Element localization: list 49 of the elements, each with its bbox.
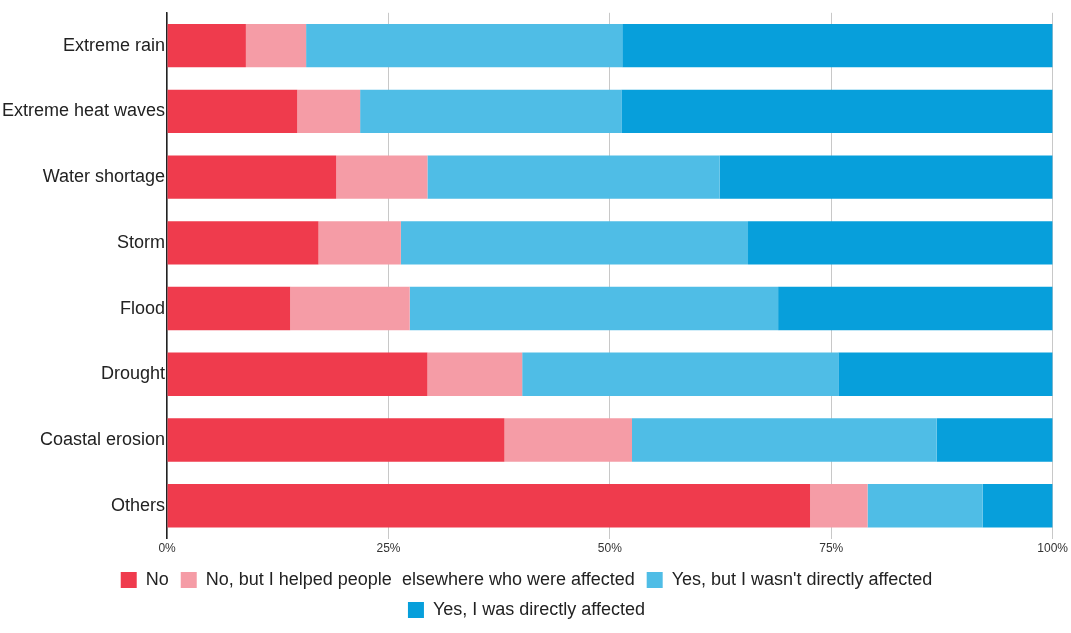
bar (318, 221, 401, 265)
y-tick-label: Coastal erosion (39, 428, 166, 449)
bar (427, 155, 720, 199)
x-tick-label: 100% (1037, 541, 1069, 556)
bar (167, 155, 337, 199)
legend-label: Yes, I was directly affected (432, 598, 646, 619)
legend-label: No (145, 568, 169, 589)
bar (632, 418, 937, 462)
y-tick-label: Drought (101, 363, 166, 384)
bar (297, 89, 361, 134)
x-tick-label: 0% (158, 541, 177, 556)
x-tick-label: 50% (597, 541, 623, 556)
bar (810, 484, 868, 528)
bar (167, 418, 505, 462)
bar (245, 23, 307, 68)
bar (167, 484, 811, 528)
bar (306, 23, 623, 68)
legend-label: No, but I helped people elsewhere who were affected (205, 568, 635, 589)
bar (504, 418, 632, 462)
bar (622, 23, 1053, 68)
bar (982, 484, 1053, 528)
bar (400, 221, 749, 265)
x-tick-label: 25% (376, 541, 401, 556)
x-tick-label: 75% (819, 541, 844, 556)
bar (778, 286, 1053, 331)
y-tick-label: Storm (117, 231, 166, 252)
bar (838, 352, 1053, 396)
bar (522, 352, 839, 396)
bar (360, 89, 622, 134)
bar (290, 286, 410, 331)
y-tick-label: Extreme rain (63, 34, 166, 55)
bar (167, 286, 291, 331)
y-tick-label: Water shortage (42, 166, 166, 187)
bar (621, 89, 1053, 134)
y-tick-label: Flood (120, 297, 166, 318)
bar (427, 352, 523, 396)
bar (936, 418, 1053, 462)
bar (167, 89, 298, 134)
legend-label: Yes, but I wasn't directly affected (671, 568, 933, 589)
bar (167, 352, 428, 396)
y-tick-label: Others (111, 494, 166, 515)
bar (719, 155, 1053, 199)
bar (867, 484, 983, 528)
bar (167, 23, 246, 68)
bar (748, 221, 1053, 265)
bar (167, 221, 319, 265)
y-tick-label: Extreme heat waves (1, 100, 166, 121)
bar (409, 286, 779, 331)
bar (336, 155, 428, 199)
